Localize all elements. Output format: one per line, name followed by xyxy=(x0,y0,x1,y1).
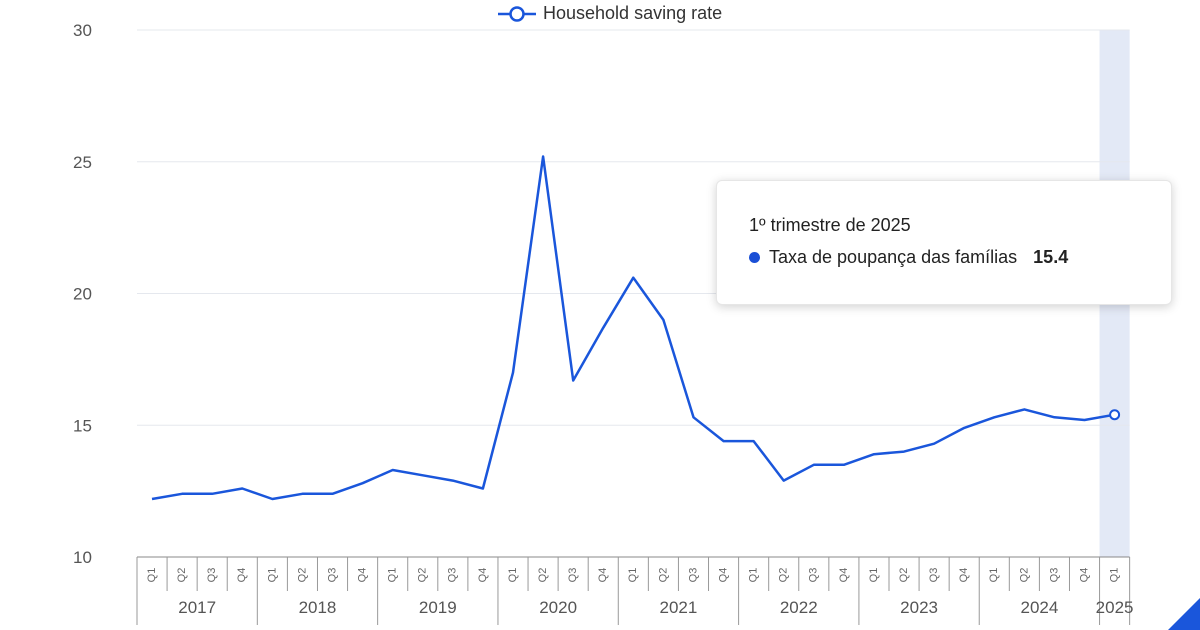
series-dot-icon xyxy=(749,252,760,263)
x-tick-label-quarter: Q2 xyxy=(537,568,549,583)
x-tick-label-quarter: Q3 xyxy=(1048,568,1060,583)
legend-label: Household saving rate xyxy=(543,3,723,23)
y-tick-label: 20 xyxy=(73,285,92,304)
x-tick-label-year: 2019 xyxy=(419,598,457,617)
x-tick-label-quarter: Q1 xyxy=(1109,568,1121,583)
x-tick-label-quarter: Q2 xyxy=(1018,568,1030,583)
tooltip-row: Taxa de poupança das famílias 15.4 xyxy=(749,247,1068,268)
x-tick-label-quarter: Q3 xyxy=(326,568,338,583)
x-tick-label-quarter: Q1 xyxy=(988,568,1000,583)
corner-decoration xyxy=(1168,598,1200,630)
x-tick-label-quarter: Q4 xyxy=(597,568,609,583)
x-tick-label-quarter: Q2 xyxy=(296,568,308,583)
legend[interactable]: Household saving rate xyxy=(497,3,722,24)
x-tick-label-quarter: Q1 xyxy=(266,568,278,583)
x-tick-label-quarter: Q4 xyxy=(958,568,970,583)
x-tick-label-quarter: Q1 xyxy=(507,568,519,583)
x-tick-label-quarter: Q2 xyxy=(417,568,429,583)
series-line xyxy=(151,155,1115,501)
x-tick-label-quarter: Q1 xyxy=(387,568,399,583)
x-tick-label-year: 2017 xyxy=(178,598,216,617)
x-tick-label-quarter: Q4 xyxy=(717,568,729,583)
y-tick-label: 15 xyxy=(73,416,92,435)
x-tick-label-quarter: Q3 xyxy=(567,568,579,583)
x-tick-label-quarter: Q4 xyxy=(477,568,489,583)
x-tick-label-quarter: Q1 xyxy=(868,568,880,583)
x-tick-label-quarter: Q4 xyxy=(838,568,850,583)
x-tick-label-quarter: Q2 xyxy=(898,568,910,583)
highlighted-point xyxy=(1109,409,1121,421)
data-tooltip: 1º trimestre de 2025 Taxa de poupança da… xyxy=(716,180,1172,305)
x-tick-label-quarter: Q3 xyxy=(687,568,699,583)
y-tick-label: 10 xyxy=(73,548,92,567)
x-tick-label-quarter: Q4 xyxy=(357,568,369,583)
tooltip-title: 1º trimestre de 2025 xyxy=(749,215,911,235)
tooltip-series-label: Taxa de poupança das famílias xyxy=(769,247,1018,267)
x-tick-label-quarter: Q3 xyxy=(928,568,940,583)
x-tick-label-quarter: Q3 xyxy=(206,568,218,583)
x-tick-label-quarter: Q1 xyxy=(748,568,760,583)
circle-line-marker-icon xyxy=(498,5,536,22)
x-tick-label-quarter: Q1 xyxy=(146,568,158,583)
x-tick-label-year: 2018 xyxy=(299,598,337,617)
x-tick-label-year: 2020 xyxy=(539,598,577,617)
x-tick-label-year: 2021 xyxy=(660,598,698,617)
x-tick-label-year: 2022 xyxy=(780,598,818,617)
y-tick-label: 30 xyxy=(73,21,92,40)
x-tick-label-year: 2025 xyxy=(1096,598,1134,617)
x-tick-label-quarter: Q3 xyxy=(447,568,459,583)
x-tick-label-year: 2023 xyxy=(900,598,938,617)
x-tick-label-quarter: Q4 xyxy=(1078,568,1090,583)
x-tick-label-year: 2024 xyxy=(1020,598,1058,617)
x-tick-label-quarter: Q1 xyxy=(627,568,639,583)
x-tick-label-quarter: Q2 xyxy=(176,568,188,583)
tooltip-value: 15.4 xyxy=(1033,247,1069,267)
x-tick-label-quarter: Q4 xyxy=(236,568,248,583)
x-tick-label-quarter: Q3 xyxy=(808,568,820,583)
x-tick-label-quarter: Q2 xyxy=(657,568,669,583)
x-tick-label-quarter: Q2 xyxy=(778,568,790,583)
y-tick-label: 25 xyxy=(73,153,92,172)
